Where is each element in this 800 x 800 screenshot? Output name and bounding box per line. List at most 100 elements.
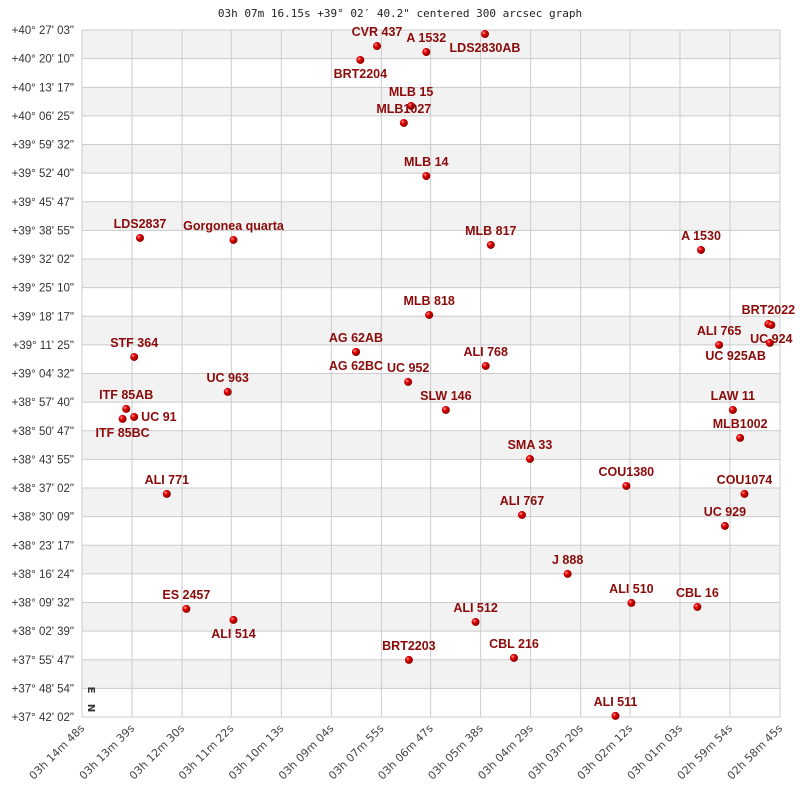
star-marker[interactable] — [399, 118, 408, 127]
star-point[interactable]: SMA 33 — [508, 438, 553, 463]
star-point[interactable]: MLB 14 — [404, 155, 449, 180]
star-marker[interactable] — [351, 347, 360, 356]
star-marker[interactable] — [740, 489, 749, 498]
star-point[interactable]: UC 963 — [206, 371, 249, 396]
star-point[interactable]: ES 2457 — [162, 588, 210, 613]
star-marker[interactable] — [517, 510, 526, 519]
star-marker[interactable] — [422, 171, 431, 180]
star-marker[interactable] — [765, 338, 774, 347]
star-label: J 888 — [552, 553, 583, 567]
star-point[interactable]: ALI 511 — [594, 695, 638, 720]
star-point[interactable]: BRT2204 — [334, 55, 388, 81]
star-point[interactable]: ALI 768 — [463, 345, 508, 370]
star-point[interactable]: ALI 765 — [697, 324, 742, 349]
star-marker[interactable] — [720, 521, 729, 530]
star-point[interactable]: SLW 146 — [420, 389, 472, 414]
star-point[interactable]: CBL 16 — [676, 586, 719, 611]
star-label: ALI 768 — [463, 345, 508, 359]
star-marker[interactable] — [404, 655, 413, 664]
star-point[interactable]: ALI 512 — [453, 601, 498, 626]
star-point[interactable]: Gorgonea quarta — [183, 219, 285, 244]
star-marker[interactable] — [229, 235, 238, 244]
star-marker[interactable] — [135, 233, 144, 242]
star-point[interactable]: ALI 514 — [211, 615, 256, 641]
star-marker[interactable] — [693, 602, 702, 611]
star-point[interactable]: ALI 767 — [500, 494, 545, 519]
star-marker[interactable] — [480, 30, 489, 39]
star-point[interactable]: MLB 818 — [403, 294, 455, 319]
star-point[interactable]: UC 925AB — [705, 338, 774, 363]
star-point[interactable]: MLB 817 — [465, 224, 517, 249]
y-tick-label: +40° 27' 03" — [12, 25, 74, 37]
star-point[interactable]: MLB1027 — [376, 102, 431, 127]
star-marker[interactable] — [118, 414, 127, 423]
star-point[interactable]: ALI 510 — [609, 582, 654, 607]
star-marker[interactable] — [407, 101, 416, 110]
star-marker[interactable] — [736, 433, 745, 442]
star-point[interactable]: UC 952 — [387, 361, 429, 386]
star-point[interactable]: COU1380 — [599, 465, 655, 490]
y-tick-label: +40° 20' 10" — [12, 54, 74, 66]
star-point[interactable]: LDS2837 — [114, 217, 167, 242]
star-marker[interactable] — [130, 352, 139, 361]
star-marker[interactable] — [471, 617, 480, 626]
star-label: LDS2830AB — [450, 41, 521, 55]
star-marker[interactable] — [525, 454, 534, 463]
star-point[interactable]: A 1532 — [406, 31, 446, 56]
y-tick-label: +38° 23' 17" — [12, 540, 74, 552]
star-marker[interactable] — [715, 340, 724, 349]
star-marker[interactable] — [481, 361, 490, 370]
star-marker[interactable] — [767, 320, 776, 329]
star-point[interactable]: ITF 85AB — [99, 388, 153, 413]
star-marker[interactable] — [122, 404, 131, 413]
star-marker[interactable] — [728, 405, 737, 414]
star-point[interactable]: ITF 85BC — [95, 414, 150, 440]
star-point[interactable]: COU1074 — [717, 473, 773, 498]
star-marker[interactable] — [229, 615, 238, 624]
star-marker[interactable] — [441, 405, 450, 414]
star-marker[interactable] — [223, 387, 232, 396]
star-marker[interactable] — [611, 711, 620, 720]
star-label: UC 963 — [206, 371, 248, 385]
star-point[interactable]: CBL 216 — [489, 637, 539, 662]
y-tick-label: +38° 50' 47" — [12, 426, 74, 438]
star-marker[interactable] — [696, 245, 705, 254]
star-marker[interactable] — [404, 377, 413, 386]
star-marker[interactable] — [162, 489, 171, 498]
star-marker[interactable] — [563, 569, 572, 578]
star-label: ALI 771 — [145, 473, 190, 487]
star-point[interactable]: A 1530 — [681, 229, 721, 254]
star-marker[interactable] — [130, 412, 139, 421]
star-point[interactable]: CVR 437 — [352, 25, 403, 51]
star-label: UC 952 — [387, 361, 429, 375]
star-marker[interactable] — [622, 481, 631, 490]
star-label: AG 62AB — [329, 331, 383, 345]
star-marker[interactable] — [422, 47, 431, 56]
compass-north: N — [85, 704, 96, 712]
star-marker[interactable] — [182, 604, 191, 613]
star-point[interactable]: BRT2203 — [382, 639, 436, 664]
star-label: SMA 33 — [508, 438, 553, 452]
star-point[interactable]: ALI 771 — [145, 473, 190, 498]
star-point[interactable]: UC 924 — [750, 320, 793, 346]
star-label: A 1532 — [406, 31, 446, 45]
star-label: LDS2837 — [114, 217, 167, 231]
y-tick-label: +38° 30' 09" — [12, 512, 74, 524]
star-marker[interactable] — [509, 653, 518, 662]
star-point[interactable]: UC 929 — [704, 505, 746, 530]
star-marker[interactable] — [627, 598, 636, 607]
star-marker[interactable] — [356, 55, 365, 64]
star-point[interactable]: LAW 11 — [711, 389, 756, 414]
star-marker[interactable] — [486, 240, 495, 249]
star-marker[interactable] — [425, 310, 434, 319]
star-point[interactable]: MLB1002 — [713, 417, 768, 442]
star-point[interactable]: J 888 — [552, 553, 583, 578]
star-point[interactable]: MLB 15 — [389, 85, 434, 110]
star-point[interactable]: STF 364 — [110, 336, 158, 361]
star-marker[interactable] — [373, 42, 382, 51]
y-tick-label: +40° 06' 25" — [12, 111, 74, 123]
star-point[interactable]: AG 62BC — [329, 347, 383, 373]
star-point[interactable]: UC 91 — [130, 410, 177, 424]
star-label: CBL 216 — [489, 637, 539, 651]
star-point[interactable]: LDS2830AB — [450, 30, 521, 55]
